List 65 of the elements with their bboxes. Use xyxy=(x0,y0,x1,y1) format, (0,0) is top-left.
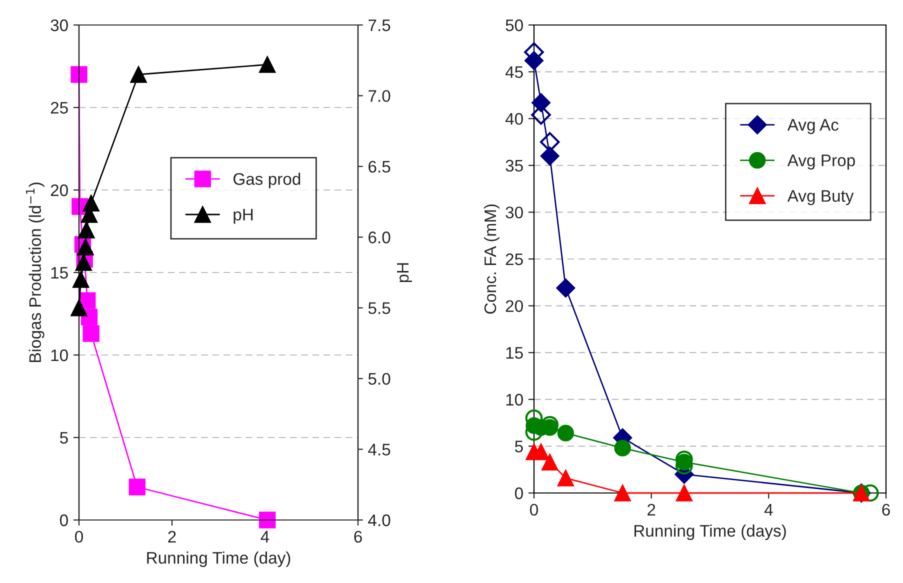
point xyxy=(75,254,92,271)
point xyxy=(258,56,276,73)
y-tick-label: 40 xyxy=(505,113,523,125)
point xyxy=(614,484,631,502)
y-tick-label: 10 xyxy=(506,394,523,406)
y2-tick-label: 7.5 xyxy=(368,20,390,32)
y-tick-label: 20 xyxy=(506,300,523,312)
y-tick-label: 30 xyxy=(506,206,523,218)
x-tick-label: 6 xyxy=(882,504,890,516)
point xyxy=(614,440,631,456)
point xyxy=(82,325,100,342)
y2-tick-label: 6.5 xyxy=(368,160,390,173)
y-tick-label: 15 xyxy=(51,267,68,279)
x-tick-label: 0 xyxy=(75,530,83,543)
point xyxy=(540,146,560,166)
y-tick-label: 10 xyxy=(51,349,68,362)
point xyxy=(82,194,100,212)
y2-tick-label: 5.0 xyxy=(368,372,390,385)
y-tick-label: 35 xyxy=(506,160,523,172)
y-tick-label: 0 xyxy=(60,514,68,526)
legend-label: Avg Prop xyxy=(787,154,855,170)
y-tick-label: 5 xyxy=(514,440,523,452)
point xyxy=(70,300,88,316)
y-axis-title: Biogas Production (ld$^{−1}$) xyxy=(26,182,44,362)
x-tick-label: 0 xyxy=(530,504,538,516)
x-tick-label: 6 xyxy=(354,530,362,543)
y2-tick-label: 5.5 xyxy=(368,302,390,314)
y2-axis-title: pH xyxy=(397,263,412,282)
y2-tick-label: 6.0 xyxy=(368,232,390,244)
y2-tick-label: 7.0 xyxy=(368,90,390,102)
point xyxy=(72,271,90,288)
legend-label: pH xyxy=(234,208,253,224)
point xyxy=(78,222,95,238)
y-tick-label: 30 xyxy=(50,19,68,32)
point xyxy=(70,66,88,83)
point xyxy=(130,66,147,83)
y2-tick-label: 4.0 xyxy=(368,514,390,526)
point xyxy=(532,443,550,460)
y-tick-label: 25 xyxy=(50,102,68,114)
point xyxy=(77,238,94,256)
x-tick-label: 4 xyxy=(260,531,270,542)
y-axis-title: Conc. FA (mM) xyxy=(484,204,500,314)
legend-label: Avg Buty xyxy=(787,190,854,206)
y-tick-label: 5 xyxy=(60,432,68,444)
legend-label: Avg Ac xyxy=(787,119,839,134)
x-tick-label: 2 xyxy=(648,504,656,516)
y-tick-label: 20 xyxy=(50,184,68,196)
y2-tick-label: 4.5 xyxy=(368,444,390,456)
y-tick-label: 15 xyxy=(506,347,523,359)
y-tick-label: 45 xyxy=(505,66,523,78)
point xyxy=(557,424,574,442)
x-axis-title: Running Time (day) xyxy=(147,552,290,568)
point xyxy=(542,454,558,470)
y-tick-label: 0 xyxy=(514,487,523,500)
point xyxy=(557,470,574,486)
point xyxy=(676,484,693,502)
x-tick-label: 2 xyxy=(168,530,176,542)
y-tick-label: 50 xyxy=(506,19,523,32)
legend-label: Gas prod xyxy=(233,172,300,188)
point xyxy=(128,478,146,496)
point xyxy=(556,278,576,298)
x-tick-label: 4 xyxy=(764,504,773,516)
y-tick-label: 25 xyxy=(506,253,523,266)
x-axis-title: Running Time (days) xyxy=(634,524,786,540)
point xyxy=(258,512,276,528)
